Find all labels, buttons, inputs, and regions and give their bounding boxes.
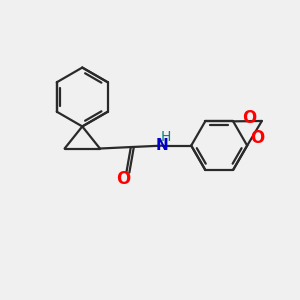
Text: O: O: [116, 169, 130, 188]
Text: O: O: [250, 129, 264, 147]
Text: N: N: [155, 138, 168, 153]
Text: O: O: [242, 109, 257, 127]
Text: H: H: [160, 130, 171, 144]
